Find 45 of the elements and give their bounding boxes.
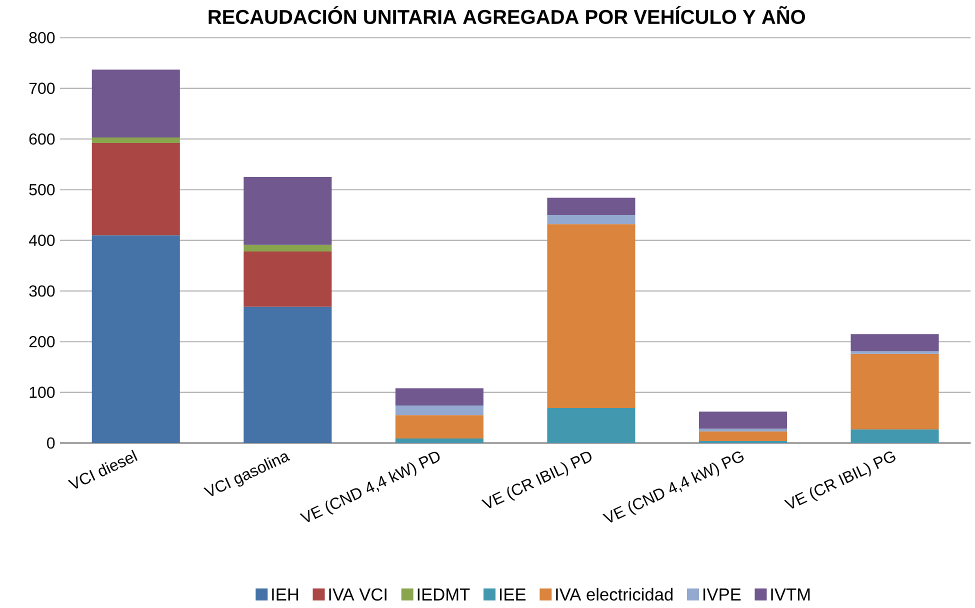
bar <box>850 351 939 354</box>
legend-label: IEH <box>272 588 298 600</box>
bar <box>698 431 788 441</box>
legend-label: IVA electricidad <box>556 588 673 601</box>
legend-label: IEE <box>500 588 526 600</box>
bar <box>547 224 636 408</box>
legend-label: IVA VCI <box>329 588 386 601</box>
bar <box>92 70 180 138</box>
y-tick-label: 800 <box>29 32 55 44</box>
x-tick-label: VE (CND 4,4 kW) PG <box>602 452 744 522</box>
bar <box>850 429 939 443</box>
legend-label: IEDMT <box>418 588 470 600</box>
chart-title: RECAUDACIÓN UNITARIA AGREGADA POR VEHÍCULO Y AÑO <box>208 6 806 24</box>
bar <box>92 137 180 144</box>
y-tick-label: 200 <box>29 336 55 348</box>
bar <box>850 354 939 430</box>
bar <box>244 251 332 307</box>
y-tick-label: 400 <box>28 234 55 246</box>
legend-label: IVTM <box>771 588 810 600</box>
y-tick-label: 700 <box>29 82 55 94</box>
bar <box>698 412 788 429</box>
y-tick-label: 600 <box>29 133 55 145</box>
bar <box>244 177 332 245</box>
y-tick-label: 300 <box>29 285 55 297</box>
bar <box>395 438 484 443</box>
x-tick-label: VCI diesel <box>68 450 138 489</box>
x-tick-label: VE (CND 4,4 kW) PD <box>300 452 440 522</box>
x-tick-label: VE (CR IBIL) PD <box>481 452 592 508</box>
bar <box>92 235 180 443</box>
bar <box>395 415 484 438</box>
bar <box>547 198 636 216</box>
bar <box>244 306 332 443</box>
y-tick-label: 0 <box>47 437 55 449</box>
bar <box>395 388 484 406</box>
x-tick-label: VE (CR IBIL) PG <box>784 452 896 509</box>
bar <box>698 428 788 432</box>
bar <box>395 406 484 416</box>
bar <box>92 143 180 236</box>
y-tick-label: 500 <box>29 184 55 196</box>
bar <box>547 215 636 224</box>
y-tick-label: 100 <box>30 386 55 398</box>
bar <box>244 244 332 252</box>
legend-label: IVPE <box>704 588 741 600</box>
bar <box>850 334 939 352</box>
bar <box>547 408 636 443</box>
